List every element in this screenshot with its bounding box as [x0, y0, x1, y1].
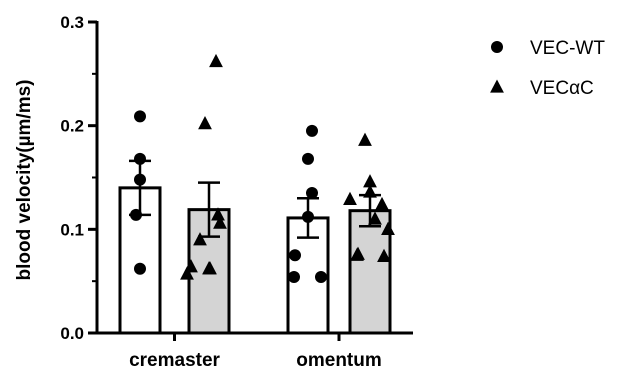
data-point-cremaster-0-2 — [134, 173, 146, 186]
data-point-omentum-1-0 — [358, 132, 372, 146]
y-tick-label-3: 0.3 — [60, 13, 84, 32]
data-point-cremaster-0-1 — [134, 152, 146, 165]
data-point-omentum-0-4 — [289, 249, 301, 262]
data-point-omentum-1-9 — [377, 248, 391, 262]
points-layer — [130, 53, 395, 284]
data-point-omentum-1-5 — [368, 211, 382, 225]
data-point-omentum-0-0 — [306, 124, 318, 137]
legend-marker-1 — [490, 79, 504, 93]
data-point-omentum-0-3 — [302, 210, 314, 223]
y-axis-title: blood velocity(µm/ms) — [14, 80, 35, 281]
y-tick-label-1: 0.1 — [60, 220, 84, 239]
data-point-omentum-1-8 — [350, 247, 364, 261]
data-point-cremaster-1-1 — [198, 116, 212, 130]
data-point-omentum-0-1 — [302, 152, 314, 165]
data-point-cremaster-1-0 — [209, 53, 223, 68]
data-point-cremaster-1-2 — [211, 207, 225, 221]
data-point-omentum-1-4 — [375, 196, 389, 211]
data-point-omentum-1-1 — [363, 174, 377, 188]
axes-layer: 0.0 0.1 0.2 0.3 cremaster omentum — [60, 13, 413, 371]
data-point-cremaster-0-0 — [134, 110, 146, 123]
bars-layer — [118, 186, 392, 335]
legend-label-1: VECαC — [530, 78, 594, 99]
data-point-cremaster-0-4 — [134, 262, 146, 275]
y-tick-label-0: 0.0 — [60, 324, 84, 343]
data-point-omentum-0-2 — [306, 187, 318, 200]
data-point-cremaster-1-3 — [213, 215, 227, 229]
y-tick-label-2: 0.2 — [60, 117, 84, 136]
legend-marker-0 — [491, 41, 503, 53]
data-point-omentum-0-5 — [288, 271, 300, 284]
bar-omentum-vecac — [348, 209, 392, 335]
legend-label-0: VEC-WT — [530, 38, 605, 59]
data-point-cremaster-1-8 — [180, 266, 194, 280]
data-point-omentum-0-6 — [315, 271, 327, 284]
data-point-cremaster-1-4 — [193, 232, 207, 246]
data-point-cremaster-0-3 — [130, 208, 142, 221]
data-point-omentum-1-2 — [363, 184, 377, 198]
data-point-cremaster-1-7 — [202, 261, 216, 275]
x-tick-label-cremaster: cremaster — [129, 350, 220, 371]
legend: VEC-WT VECαC — [490, 38, 605, 99]
error-bars-layer — [129, 159, 381, 239]
data-point-omentum-1-6 — [381, 221, 395, 236]
x-tick-label-omentum: omentum — [296, 350, 382, 371]
data-point-omentum-1-3 — [343, 191, 357, 205]
